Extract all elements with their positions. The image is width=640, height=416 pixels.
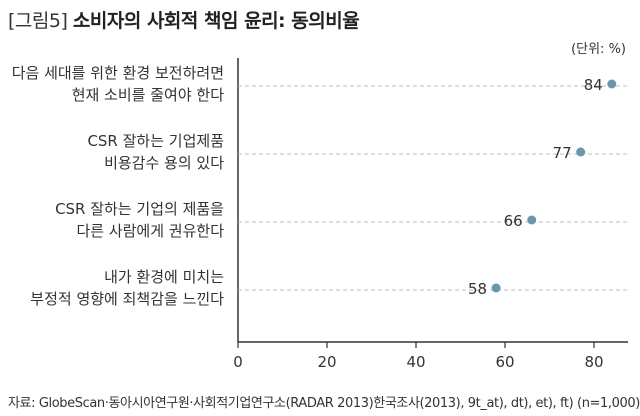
data-point (576, 147, 586, 157)
category-label: CSR 잘하는 기업제품 (87, 132, 224, 150)
category-label: 비용감수 용의 있다 (104, 154, 224, 172)
chart-title: [그림5] 소비자의 사회적 책임 윤리: 동의비율 (8, 6, 360, 33)
data-point (607, 79, 617, 89)
data-point (491, 283, 501, 293)
unit-label: (단위: %) (571, 42, 626, 57)
data-label: 84 (584, 76, 603, 94)
data-label: 66 (504, 212, 523, 230)
data-label: 58 (468, 280, 487, 298)
category-label: 다음 세대를 위한 환경 보전하려면 (12, 64, 224, 82)
x-tick-label: 80 (584, 353, 603, 371)
figure-number: [그림5] (8, 10, 68, 32)
data-point (527, 215, 537, 225)
category-label: 다른 사람에게 권유한다 (76, 222, 224, 240)
category-label: 부정적 영향에 죄책감을 느낀다 (30, 290, 224, 308)
x-tick-label: 0 (233, 353, 243, 371)
source-note: 자료: GlobeScan·동아시아연구원·사회적기업연구소(RADAR 201… (8, 396, 640, 411)
x-tick-label: 40 (406, 353, 425, 371)
title-text: 소비자의 사회적 책임 윤리: 동의비율 (72, 10, 360, 32)
x-tick-label: 20 (317, 353, 336, 371)
data-label: 77 (553, 144, 572, 162)
category-label: CSR 잘하는 기업의 제품을 (55, 200, 224, 218)
category-label: 현재 소비를 줄여야 한다 (72, 86, 225, 104)
category-label: 내가 환경에 미치는 (104, 268, 224, 286)
x-tick-label: 60 (495, 353, 514, 371)
